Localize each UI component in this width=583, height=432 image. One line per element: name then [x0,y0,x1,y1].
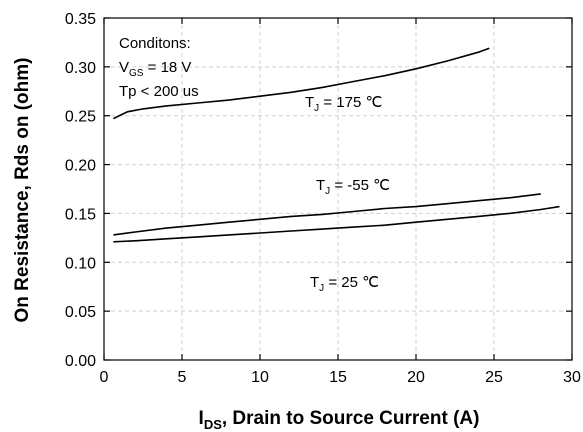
conditions-title: Conditons: [119,35,191,52]
y-tick-label: 0.30 [65,60,96,77]
tj175-rest: = 175 ℃ [319,94,382,111]
annotation-tj-175: TJ = 175 ℃ [305,94,382,114]
annotation-tj-25: TJ = 25 ℃ [310,274,379,294]
vgs-rest: = 18 V [143,59,191,76]
ticks [103,17,573,361]
tj25-main: T [310,274,319,291]
conditions-tp: Tp < 200 us [119,83,199,100]
y-tick-label: 0.10 [65,255,96,272]
xlabel-rest: , Drain to Source Current (A) [222,408,480,429]
series-tj-175-line [113,47,490,120]
series-layer [113,47,560,243]
y-tick-label: 0.00 [65,353,96,370]
x-tick-label: 20 [407,369,425,386]
x-tick-label: 25 [485,369,503,386]
tj25-rest: = 25 ℃ [324,274,379,291]
y-tick-label: 0.35 [65,11,96,28]
x-axis-title: IDS, Drain to Source Current (A) [199,408,480,432]
y-axis-title: On Resistance, Rds on (ohm) [12,58,33,323]
xlabel-main: I [199,408,204,429]
y-tick-label: 0.25 [65,109,96,126]
y-tick-label: 0.15 [65,206,96,223]
conditions-vgs: VGS = 18 V [119,59,191,79]
x-tick-label: 15 [329,369,347,386]
tjm55-sub: J [325,186,330,197]
annotation-tj-minus55: TJ = -55 ℃ [316,177,390,197]
tjm55-rest: = -55 ℃ [330,177,390,194]
xlabel-sub: DS [204,417,222,432]
tjm55-main: T [316,177,325,194]
series-tj-minus55-line [113,193,541,236]
vgs-sub: GS [129,68,144,79]
x-tick-label: 10 [251,369,269,386]
y-tick-label: 0.05 [65,304,96,321]
vgs-main: V [119,59,129,76]
tj175-main: T [305,94,314,111]
tj25-sub: J [319,283,324,294]
x-tick-label: 0 [100,369,109,386]
tj175-sub: J [314,103,319,114]
x-tick-labels: 0 5 10 15 20 25 30 [100,369,581,386]
series-tj-25-line [113,205,560,243]
x-tick-label: 30 [563,369,581,386]
x-tick-label: 5 [178,369,187,386]
y-tick-label: 0.20 [65,158,96,175]
y-tick-labels: 0.00 0.05 0.10 0.15 0.20 0.25 0.30 0.35 [65,11,96,370]
